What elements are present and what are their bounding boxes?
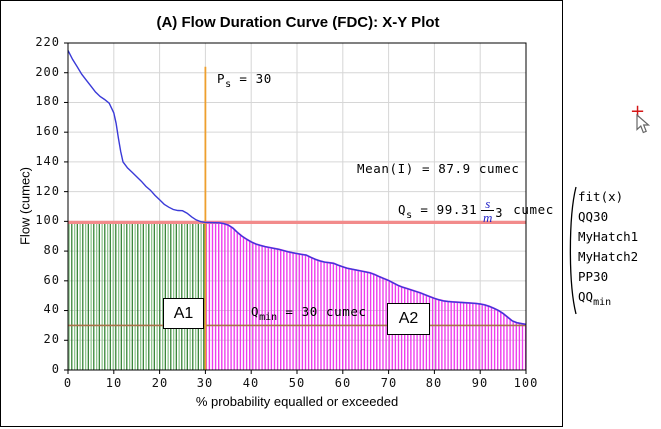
x-tick-label: 30 bbox=[196, 376, 214, 390]
annotation-ps: Ps = 30 bbox=[217, 71, 272, 90]
annotation-mean: Mean(I) = 87.9 cumec bbox=[357, 161, 520, 176]
fdc-plot-area[interactable] bbox=[63, 38, 533, 380]
x-tick-label: 20 bbox=[151, 376, 169, 390]
crosshair-cursor-icon: + bbox=[630, 101, 646, 122]
area-label-a1: A1 bbox=[163, 298, 204, 329]
mouse-pointer-icon bbox=[636, 114, 651, 134]
x-tick-label: 70 bbox=[380, 376, 398, 390]
x-tick-label: 100 bbox=[513, 376, 539, 390]
y-tick-label: 200 bbox=[35, 65, 60, 79]
y-tick-label: 100 bbox=[35, 213, 60, 227]
trace-legend: fit(x) QQ30 MyHatch1 MyHatch2 PP30 QQmin bbox=[578, 187, 638, 313]
area-label-a2: A2 bbox=[387, 303, 430, 335]
x-tick-label: 80 bbox=[425, 376, 443, 390]
y-tick-label: 180 bbox=[35, 94, 60, 108]
trace-item-pp30[interactable]: PP30 bbox=[578, 269, 609, 284]
annotation-qs: Qs = 99.31 s m 3 cumec bbox=[398, 196, 554, 225]
trace-item-myhatch1[interactable]: MyHatch1 bbox=[578, 229, 639, 244]
y-tick-label: 160 bbox=[35, 124, 60, 138]
y-tick-label: 220 bbox=[35, 35, 60, 49]
trace-item-qqmin[interactable]: QQmin bbox=[578, 289, 612, 308]
x-tick-label: 90 bbox=[471, 376, 489, 390]
y-tick-label: 0 bbox=[51, 362, 60, 376]
y-tick-label: 120 bbox=[35, 184, 60, 198]
y-tick-label: 80 bbox=[43, 243, 60, 257]
y-tick-label: 20 bbox=[43, 332, 60, 346]
x-tick-label: 10 bbox=[105, 376, 123, 390]
legend-brace-icon bbox=[569, 186, 577, 315]
x-tick-label: 50 bbox=[288, 376, 306, 390]
trace-item-qq30[interactable]: QQ30 bbox=[578, 209, 609, 224]
y-axis-title: Flow (cumec) bbox=[17, 166, 33, 246]
x-axis-title: % probability equalled or exceeded bbox=[195, 394, 399, 409]
x-tick-label: 60 bbox=[334, 376, 352, 390]
trace-item-myhatch2[interactable]: MyHatch2 bbox=[578, 249, 639, 264]
chart-title: (A) Flow Duration Curve (FDC): X-Y Plot bbox=[156, 14, 440, 31]
y-tick-label: 40 bbox=[43, 302, 60, 316]
annotation-qmin: Qmin = 30 cumec bbox=[251, 304, 367, 323]
trace-item-fit[interactable]: fit(x) bbox=[578, 189, 624, 204]
y-tick-label: 60 bbox=[43, 273, 60, 287]
x-tick-label: 40 bbox=[242, 376, 260, 390]
y-tick-label: 140 bbox=[35, 154, 60, 168]
x-tick-label: 0 bbox=[63, 376, 73, 390]
